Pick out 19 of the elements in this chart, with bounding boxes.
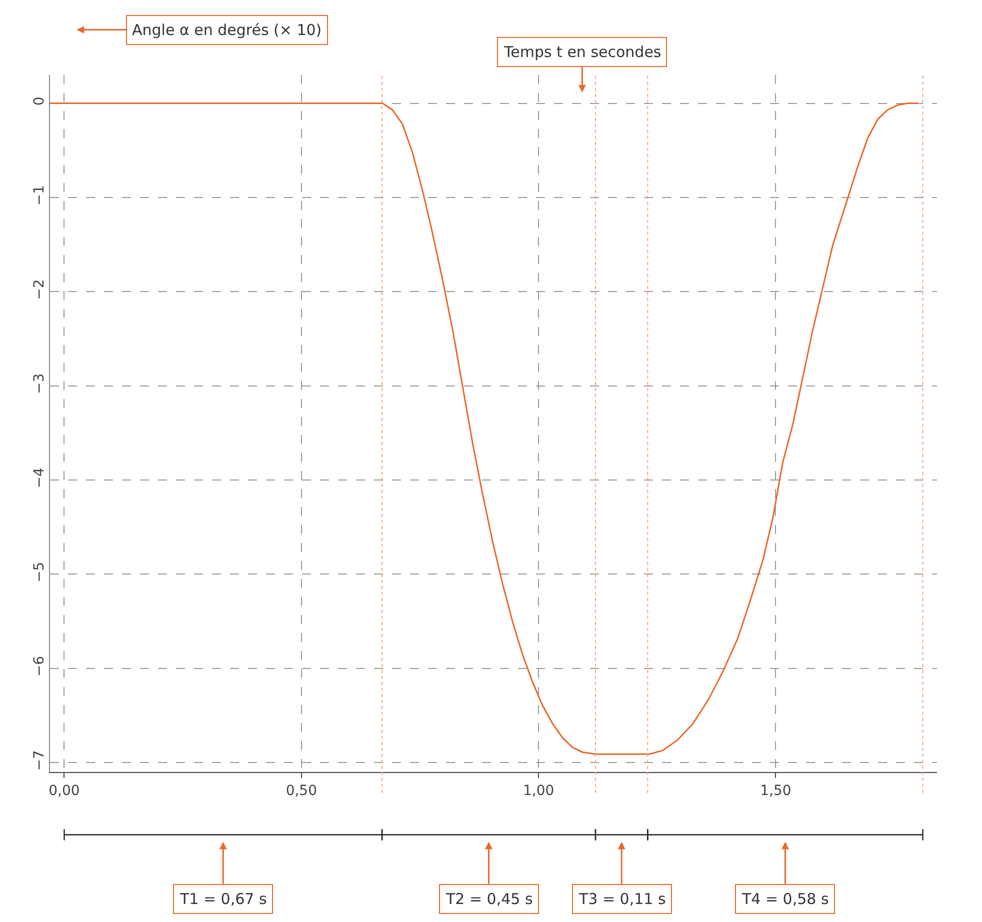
y-tick-label: −1 — [31, 185, 48, 206]
line-series — [50, 102, 919, 755]
y-tick-label: −2 — [31, 279, 48, 300]
y-tick-label: −4 — [31, 468, 48, 488]
text: T1 = 0,67 s — [179, 890, 267, 908]
y-tick-label: −6 — [31, 656, 48, 677]
x-tick-label: 0,00 — [48, 782, 80, 799]
text: T2 = 0,45 s — [445, 890, 533, 908]
text: T3 = 0,11 s — [578, 890, 666, 908]
x-tick-label: 1,00 — [522, 782, 554, 799]
x-axis-title: Temps t en secondes — [503, 43, 662, 61]
text: T4 = 0,58 s — [741, 890, 829, 908]
x-tick-label: 1,50 — [760, 782, 792, 799]
y-tick-label: −7 — [31, 750, 48, 771]
y-tick-label: 0 — [31, 96, 48, 106]
y-tick-label: −3 — [31, 373, 48, 394]
x-tick-label: 0,50 — [286, 782, 317, 799]
y-tick-label: −5 — [31, 562, 48, 582]
y-axis-title: Angle α en degrés (× 10) — [132, 21, 322, 39]
